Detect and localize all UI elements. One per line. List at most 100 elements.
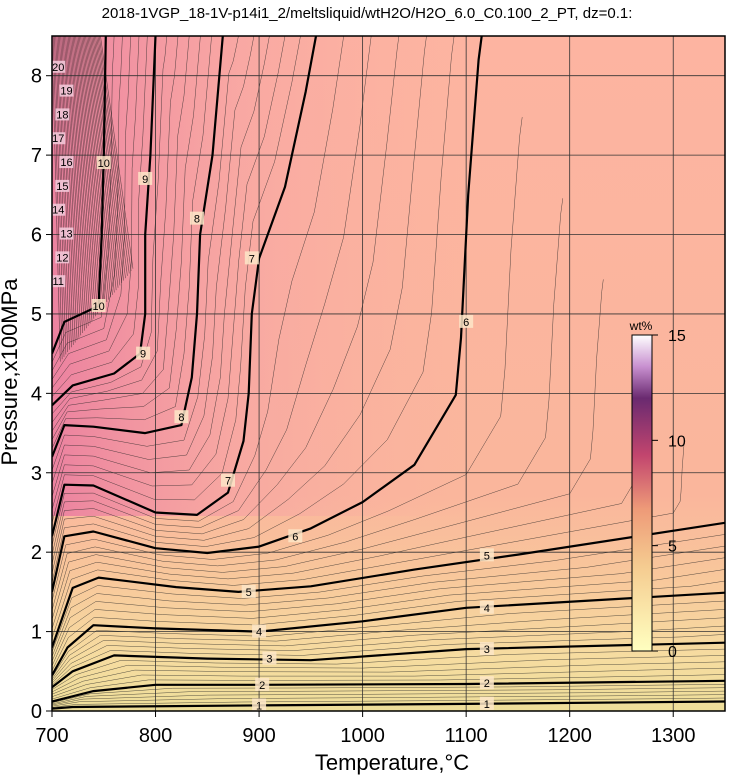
colorbar: wt% 0 5 10 15 <box>629 319 686 661</box>
minor-contour <box>52 36 239 471</box>
contour-label-text: 9 <box>142 174 148 186</box>
minor-contour <box>52 545 725 657</box>
minor-contour <box>52 36 201 440</box>
y-tick-label: 4 <box>31 383 42 405</box>
x-tick-label: 800 <box>139 725 172 747</box>
edge-label-text: 11 <box>53 276 64 288</box>
minor-contour <box>77 36 100 312</box>
contour-label-2: 2 <box>255 677 270 692</box>
contour-label-2: 2 <box>479 676 494 690</box>
minor-contour <box>52 697 725 708</box>
minor-contour <box>71 36 91 324</box>
edge-label: 18 <box>55 108 70 121</box>
contour-label-10: 10 <box>91 299 106 313</box>
plot-frame <box>51 35 726 712</box>
minor-contour <box>52 279 604 620</box>
x-tick-label: 1100 <box>445 725 488 747</box>
contour-label-10: 10 <box>96 156 111 170</box>
minor-contour <box>52 36 212 449</box>
contour-label-text: 6 <box>292 531 298 543</box>
edge-label: 11 <box>52 275 66 288</box>
contour-label-1: 1 <box>252 698 267 712</box>
contour-2 <box>52 679 725 703</box>
contour-label-text: 10 <box>98 158 110 170</box>
contour-label-7: 7 <box>221 473 236 488</box>
x-axis-label: Temperature,°C <box>315 750 469 775</box>
colorbar-scale <box>631 334 653 652</box>
minor-contour <box>52 36 61 362</box>
minor-contour <box>52 684 725 703</box>
contour-label-8: 8 <box>174 410 189 424</box>
edge-label-text: 14 <box>52 205 64 217</box>
y-tick-label: 3 <box>31 463 42 485</box>
y-tick-label: 5 <box>31 304 42 326</box>
minor-contour <box>84 36 110 300</box>
minor-contour <box>52 36 131 380</box>
contour-label-6: 6 <box>459 314 474 329</box>
contour-label-1: 1 <box>479 696 494 711</box>
minor-contour <box>52 617 725 682</box>
minor-contour <box>52 36 63 360</box>
minor-contour <box>56 36 69 353</box>
y-tick-label: 8 <box>31 66 42 88</box>
edge-label: 13 <box>59 227 74 241</box>
contour-label-text: 8 <box>178 412 184 424</box>
minor-contour <box>72 36 93 322</box>
minor-contour <box>52 36 455 583</box>
contour-label-text: 2 <box>484 678 490 690</box>
edge-label: 17 <box>52 132 66 145</box>
contour-label-5: 5 <box>241 584 256 599</box>
contour-label-text: 4 <box>256 627 262 639</box>
chart-title: 2018-1VGP_18-1V-p14i1_2/meltsliquid/wtH2… <box>102 5 633 22</box>
contour-9 <box>52 36 157 407</box>
contour-label-3: 3 <box>262 651 277 666</box>
contour-label-text: 9 <box>140 349 146 361</box>
y-tick-label: 2 <box>31 542 42 564</box>
contour-label-text: 6 <box>463 317 469 329</box>
minor-contour <box>52 690 725 706</box>
y-tick-label: 1 <box>31 622 42 644</box>
contour-label-7: 7 <box>244 251 259 265</box>
minor-contour <box>52 441 685 639</box>
y-tick-label: 6 <box>31 225 42 247</box>
x-tick-label: 900 <box>242 725 275 747</box>
minor-contour <box>52 36 115 363</box>
minor-contour <box>52 534 725 653</box>
contour-label-3: 3 <box>479 642 494 656</box>
contour-7 <box>52 36 318 537</box>
contour-6 <box>52 36 483 593</box>
minor-contour <box>52 36 427 574</box>
edge-label: 20 <box>52 60 66 74</box>
contour-label-4: 4 <box>252 624 267 639</box>
minor-contour <box>52 609 725 680</box>
minor-contour <box>79 36 102 310</box>
x-tick-label: 1300 <box>651 725 696 747</box>
y-tick-label: 0 <box>31 701 42 723</box>
contour-label-text: 1 <box>256 700 262 712</box>
minor-contour <box>52 655 725 693</box>
edge-label-text: 16 <box>60 157 72 169</box>
minor-contour <box>52 36 148 397</box>
minor-contour <box>52 36 179 423</box>
edge-label-text: 20 <box>52 62 64 74</box>
minor-contour <box>54 36 65 357</box>
edge-label-text: 15 <box>56 181 68 193</box>
contour-8 <box>52 36 224 458</box>
minor-contour <box>74 36 95 319</box>
x-tick-label: 1200 <box>547 725 592 747</box>
colorbar-tick-label: 0 <box>668 644 677 661</box>
edge-label: 16 <box>59 156 74 169</box>
y-axis-label: Pressure,x100MPa <box>0 278 22 466</box>
minor-contour <box>52 198 564 611</box>
minor-contour <box>52 648 725 690</box>
contour-label-5: 5 <box>479 548 494 562</box>
minor-contour <box>52 557 725 662</box>
minor-contour <box>75 36 96 317</box>
edge-label: 15 <box>55 179 70 193</box>
minor-contour <box>52 36 270 497</box>
minor-contour <box>52 36 372 555</box>
edge-label: 19 <box>59 84 74 98</box>
minor-contour <box>52 667 725 697</box>
edge-label: 14 <box>52 203 66 217</box>
